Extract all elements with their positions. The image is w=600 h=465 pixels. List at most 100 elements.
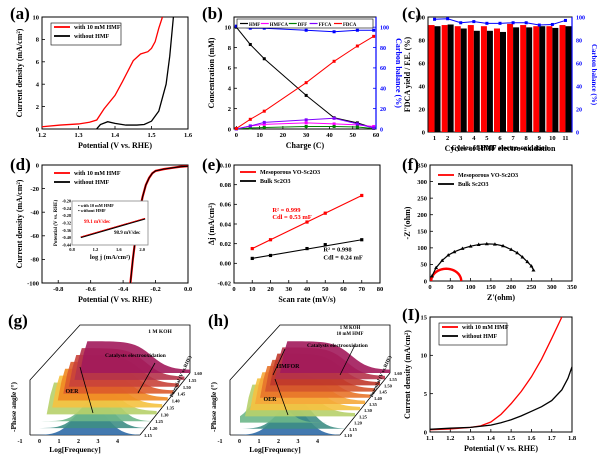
annotation-hmf: 10 mM HMF xyxy=(337,332,364,337)
panel-a: 1.2 1.3 1.4 1.5 1.6 0 2 4 6 8 10 Potential (V vs. R… xyxy=(0,0,200,155)
chart-i: 1.1 1.2 1.3 1.4 1.5 1.6 1.7 1.8 0 5 10 15 Potential … xyxy=(403,314,577,453)
y2-tick-label: 100 xyxy=(576,15,585,21)
waterfall: 1.15 1.20 1.25 1.30 1.351.40 1.45 1.50 1.55 1.60… xyxy=(9,324,203,454)
legend-label: Mesoporous VO-Sc2O3 xyxy=(458,173,518,179)
y-tick-label: 0.00 xyxy=(220,261,231,268)
y2-tick-label: 40 xyxy=(380,87,386,93)
inset-y-tick: -0.24 xyxy=(62,206,72,211)
y-axis-label: -Phase angle (°) xyxy=(9,381,18,432)
panel-i: 1.1 1.2 1.3 1.4 1.5 1.6 1.7 1.8 0 5 10 15 Potential … xyxy=(400,305,600,461)
x-tick-label: 20 xyxy=(267,286,274,293)
annotation-catalyst-electrooxidation: Catalysts electrooxidation xyxy=(105,353,166,359)
plot-frame xyxy=(233,164,381,284)
z-tick-label: 1.50 xyxy=(183,385,192,390)
y-axis-label: Current density (mA/cm²) xyxy=(15,28,24,117)
data-point xyxy=(305,220,309,224)
axes: 1.1 1.2 1.3 1.4 1.5 1.6 1.7 1.8 0 5 10 15 Potential … xyxy=(403,314,577,453)
legend-label: FFCA xyxy=(319,23,332,28)
x-tick-label: 0.0 xyxy=(184,286,192,293)
x-tick-label: 4 xyxy=(116,439,119,445)
y-tick-label: 150 xyxy=(417,229,427,236)
axes: 0 50 100 150 200 250 300 350 0 50 100 150 200 250 300 3… xyxy=(403,162,577,302)
bar-fe xyxy=(434,26,441,133)
data-point xyxy=(268,253,273,258)
panel-d: -0.8 -0.6 -0.4 -0.2 0.0 -100 -80 -60 -40 -20 0 Pote… xyxy=(0,155,200,310)
x-tick-label: 10 xyxy=(249,286,256,293)
y-axis-label: Current density (mA/cm²) xyxy=(15,179,24,268)
x-tick-label: 2 xyxy=(77,439,80,445)
x-axis-label: Cycles of HMF electro-oxidation xyxy=(451,144,548,152)
y-tick-label: 40 xyxy=(419,83,426,90)
data-point xyxy=(492,242,497,246)
x-tick-label: 1.3 xyxy=(467,435,476,442)
y-tick-label: 0.02 xyxy=(220,241,231,248)
legend: HMF HMFCA DFF FFCA FDCA xyxy=(236,18,374,29)
bar-fdca-yield xyxy=(559,25,566,132)
legend: Mesoporous VO-Sc2O3 Bulk Sc2O3 xyxy=(240,170,320,185)
y2-tick-label: 0 xyxy=(576,130,579,136)
legend: Mesoporous VO-Sc2O3 Bulk Sc2O3 xyxy=(438,173,518,188)
z-tick-label: 1.55 xyxy=(188,378,197,383)
z-tick-label: 1.60 xyxy=(394,371,403,376)
data-point xyxy=(515,250,520,255)
bar-fe xyxy=(513,27,520,133)
z-tick-label: 1.15 xyxy=(144,433,153,438)
panel-label: (g) xyxy=(8,311,28,330)
legend-label: FDCA xyxy=(343,23,357,28)
x-tick-label: 1.1 xyxy=(426,435,434,442)
y-tick-label: 0 xyxy=(424,429,427,436)
x-tick-label: 3 xyxy=(297,439,300,445)
panel-b: 0 10 20 30 40 50 60 0 2 4 6 8 10 Charge (C) Concentrat… xyxy=(200,0,403,155)
x-tick-label: -0.2 xyxy=(150,286,160,293)
x-tick-label: 1.4 xyxy=(111,132,120,139)
legend-label: without HMF xyxy=(74,34,110,40)
x-tick-label: 10 xyxy=(549,135,556,142)
inset-x-tick: 0.8 xyxy=(69,247,75,252)
y-tick-label: -80 xyxy=(30,257,39,264)
y-axis-label: Δj (mA/cm²) xyxy=(207,203,216,246)
y-tick-label: -20 xyxy=(30,186,39,193)
annotation-electrolyte: 1 M KOH xyxy=(340,326,361,331)
x-tick-label: 8 xyxy=(525,135,529,142)
x-tick-label: 0 xyxy=(238,439,241,445)
y-tick-label: 100 xyxy=(417,245,427,252)
data-point xyxy=(484,241,489,246)
y-tick-label: 0 xyxy=(36,162,39,169)
data-point xyxy=(446,253,451,257)
y-tick-label: 0.06 xyxy=(220,202,232,209)
bar-fdca-yield xyxy=(441,25,448,132)
x-tick-label: 0 xyxy=(235,132,238,139)
y2-tick-label: 80 xyxy=(380,46,386,52)
data-point xyxy=(248,117,252,121)
data-point xyxy=(304,81,308,85)
axes: 0 10 20 30 40 50 60 70 80 -0.02 0.00 0.02 0.04 0.06 0.… xyxy=(207,162,383,304)
chart-f: 0 50 100 150 200 250 300 350 0 50 100 150 200 250 300 3… xyxy=(403,162,577,302)
z-tick-label: 1.45 xyxy=(379,390,388,395)
phase-curve xyxy=(280,341,390,373)
bar-fdca-yield xyxy=(520,25,527,132)
x-axis-label: Log[Frequency] xyxy=(249,445,301,454)
data-point xyxy=(372,124,376,128)
bar-fe xyxy=(539,26,546,133)
annotation-r2-meso: R² = 0.999 xyxy=(272,207,301,214)
x-tick-label: 10 xyxy=(256,132,263,139)
data-point xyxy=(262,109,266,113)
data-point xyxy=(262,120,266,124)
x-tick-label: -1 xyxy=(18,439,23,445)
data-point xyxy=(234,24,238,28)
plot-frame xyxy=(233,16,377,130)
data-point xyxy=(563,18,567,22)
y2-tick-label: 60 xyxy=(576,61,582,67)
bar-fe xyxy=(486,30,493,132)
plot-frame xyxy=(429,316,573,433)
z-tick-label: 1.50 xyxy=(384,383,393,388)
x-tick-label: 20 xyxy=(280,132,287,139)
chart-g: 1.15 1.20 1.25 1.30 1.351.40 1.45 1.50 1.55 1.60… xyxy=(9,324,203,454)
data-point xyxy=(262,125,266,129)
x-tick-label: 1.8 xyxy=(568,435,577,442)
x-tick-label: 300 xyxy=(547,284,557,291)
data-point xyxy=(501,243,506,248)
x-tick-label: 0 xyxy=(38,439,41,445)
data-point xyxy=(250,256,254,261)
plot-frame xyxy=(41,164,189,284)
